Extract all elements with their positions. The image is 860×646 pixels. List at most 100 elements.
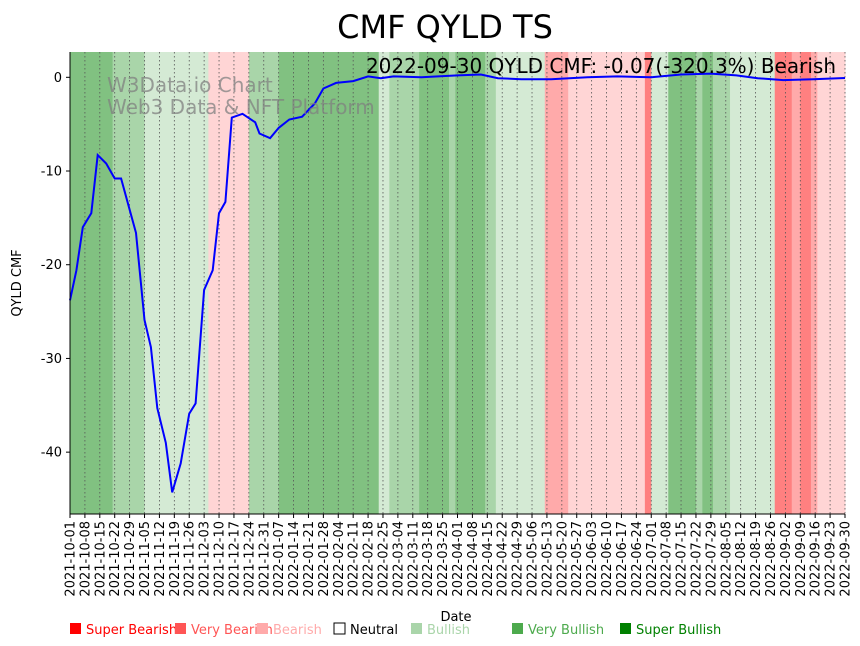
x-tick-label: 2022-05-06 bbox=[526, 521, 541, 597]
y-axis-label: QYLD CMF bbox=[10, 249, 25, 316]
x-tick-label: 2022-05-20 bbox=[555, 521, 570, 597]
x-tick-label: 2022-01-14 bbox=[287, 521, 302, 597]
x-tick-label: 2022-02-18 bbox=[362, 521, 377, 597]
latest-value-annotation: 2022-09-30 QYLD CMF: -0.07(-320.3%) Bear… bbox=[366, 54, 836, 78]
x-tick-label: 2022-07-01 bbox=[645, 521, 660, 597]
x-tick-label: 2022-02-04 bbox=[332, 521, 347, 597]
x-tick-label: 2022-08-26 bbox=[764, 521, 779, 597]
legend-swatch-icon bbox=[175, 623, 186, 634]
x-tick-label: 2022-06-10 bbox=[600, 521, 615, 597]
band-very-bullish bbox=[70, 52, 114, 514]
x-tick-label: 2022-09-30 bbox=[839, 521, 854, 597]
x-tick-label: 2021-12-17 bbox=[227, 521, 242, 597]
x-tick-label: 2021-11-26 bbox=[183, 521, 198, 597]
legend-label: Neutral bbox=[350, 623, 398, 638]
x-tick-label: 2022-02-25 bbox=[376, 521, 391, 597]
legend-item: Super Bearish bbox=[70, 623, 177, 638]
legend-item: Super Bullish bbox=[620, 623, 721, 638]
legend-item: Very Bearish bbox=[175, 623, 273, 638]
x-tick-label: 2022-08-19 bbox=[749, 521, 764, 597]
x-tick-label: 2022-04-15 bbox=[481, 521, 496, 597]
band-bearish bbox=[791, 52, 801, 514]
band-bullish bbox=[389, 52, 420, 514]
band-very-bullish bbox=[455, 52, 486, 514]
legend-label: Bearish bbox=[273, 623, 322, 638]
x-tick-label: 2022-06-17 bbox=[615, 521, 630, 597]
x-tick-label: 2021-10-15 bbox=[93, 521, 108, 597]
watermark-line-1: W3Data.io Chart bbox=[107, 73, 273, 97]
x-tick-label: 2021-11-05 bbox=[138, 521, 153, 597]
x-tick-label: 2021-12-24 bbox=[242, 521, 257, 597]
y-tick-label: -20 bbox=[41, 258, 62, 273]
band-bullish bbox=[448, 52, 456, 514]
band-very-bullish bbox=[668, 52, 697, 514]
x-tick-label: 2022-04-29 bbox=[511, 521, 526, 597]
axes: 2021-10-01 2021-10-08 2021-10-15 2021-10-22… bbox=[41, 52, 854, 597]
x-tick-label: 2022-04-01 bbox=[451, 521, 466, 597]
band-bullish bbox=[712, 52, 731, 514]
legend-swatch-icon bbox=[512, 623, 523, 634]
x-tick-label: 2022-03-04 bbox=[391, 521, 406, 597]
band-light-bearish bbox=[208, 52, 250, 514]
cmf-series-line bbox=[69, 72, 846, 493]
y-tick-label: -10 bbox=[41, 165, 62, 180]
legend-swatch-icon bbox=[70, 623, 81, 634]
band-very-bearish bbox=[644, 52, 652, 514]
legend-item: Very Bullish bbox=[512, 623, 604, 638]
x-tick-label: 2021-10-29 bbox=[123, 521, 138, 597]
x-tick-label: 2022-01-07 bbox=[272, 521, 287, 597]
x-tick-label: 2021-12-31 bbox=[257, 521, 272, 597]
x-axis-label: Date bbox=[440, 610, 471, 625]
x-tick-label: 2021-11-12 bbox=[153, 521, 168, 597]
band-light-bearish bbox=[817, 52, 846, 514]
x-tick-label: 2022-07-08 bbox=[660, 521, 675, 597]
y-tick-label: 0 bbox=[54, 71, 62, 86]
band-very-bearish bbox=[774, 52, 793, 514]
x-tick-label: 2022-09-23 bbox=[824, 521, 839, 597]
x-tick-label: 2022-04-08 bbox=[466, 521, 481, 597]
legend-item: Bearish bbox=[257, 623, 322, 638]
y-tick-label: -40 bbox=[41, 446, 62, 461]
x-tick-label: 2022-08-12 bbox=[734, 521, 749, 597]
x-tick-label: 2021-12-10 bbox=[213, 521, 228, 597]
chart-title: CMF QYLD TS bbox=[337, 8, 553, 46]
x-tick-label: 2022-03-25 bbox=[436, 521, 451, 597]
band-very-bullish bbox=[278, 52, 380, 514]
x-tick-label: 2022-08-05 bbox=[719, 521, 734, 597]
legend-item: Bullish bbox=[411, 623, 470, 638]
x-tick-label: 2021-10-22 bbox=[108, 521, 123, 597]
legend-label: Very Bullish bbox=[528, 623, 604, 638]
x-tick-label: 2022-02-11 bbox=[347, 521, 362, 597]
x-tick-label: 2022-07-15 bbox=[675, 521, 690, 597]
band-light-bullish bbox=[651, 52, 669, 514]
x-tick-label: 2022-07-29 bbox=[704, 521, 719, 597]
x-gridlines bbox=[69, 52, 846, 514]
legend-label: Bullish bbox=[427, 623, 470, 638]
x-tick-label: 2022-09-02 bbox=[779, 521, 794, 597]
band-bearish bbox=[810, 52, 818, 514]
band-bullish bbox=[112, 52, 146, 514]
band-very-bullish bbox=[419, 52, 450, 514]
legend-swatch-icon bbox=[411, 623, 422, 634]
band-light-bullish bbox=[495, 52, 546, 514]
band-very-bullish bbox=[702, 52, 714, 514]
watermark-line-2: Web3 Data & NFT Platform bbox=[107, 95, 375, 119]
legend-label: Super Bullish bbox=[636, 623, 721, 638]
legend-label: Super Bearish bbox=[86, 623, 177, 638]
legend: Super Bearish Very Bearish Bearish Neutral B… bbox=[70, 622, 721, 638]
x-tick-label: 2021-12-03 bbox=[198, 521, 213, 597]
x-tick-label: 2022-07-22 bbox=[689, 521, 704, 597]
x-tick-label: 2022-06-03 bbox=[585, 521, 600, 597]
x-tick-label: 2022-03-11 bbox=[406, 521, 421, 597]
x-tick-label: 2021-10-01 bbox=[64, 521, 79, 597]
x-tick-label: 2022-01-28 bbox=[317, 521, 332, 597]
y-tick-label: -30 bbox=[41, 352, 62, 367]
band-light-bullish bbox=[144, 52, 209, 514]
x-tick-label: 2022-05-27 bbox=[570, 521, 585, 597]
legend-swatch-icon bbox=[257, 623, 268, 634]
legend-label: Very Bearish bbox=[191, 623, 273, 638]
legend-item: Neutral bbox=[333, 622, 398, 638]
band-bullish bbox=[485, 52, 497, 514]
legend-swatch-icon bbox=[620, 623, 631, 634]
